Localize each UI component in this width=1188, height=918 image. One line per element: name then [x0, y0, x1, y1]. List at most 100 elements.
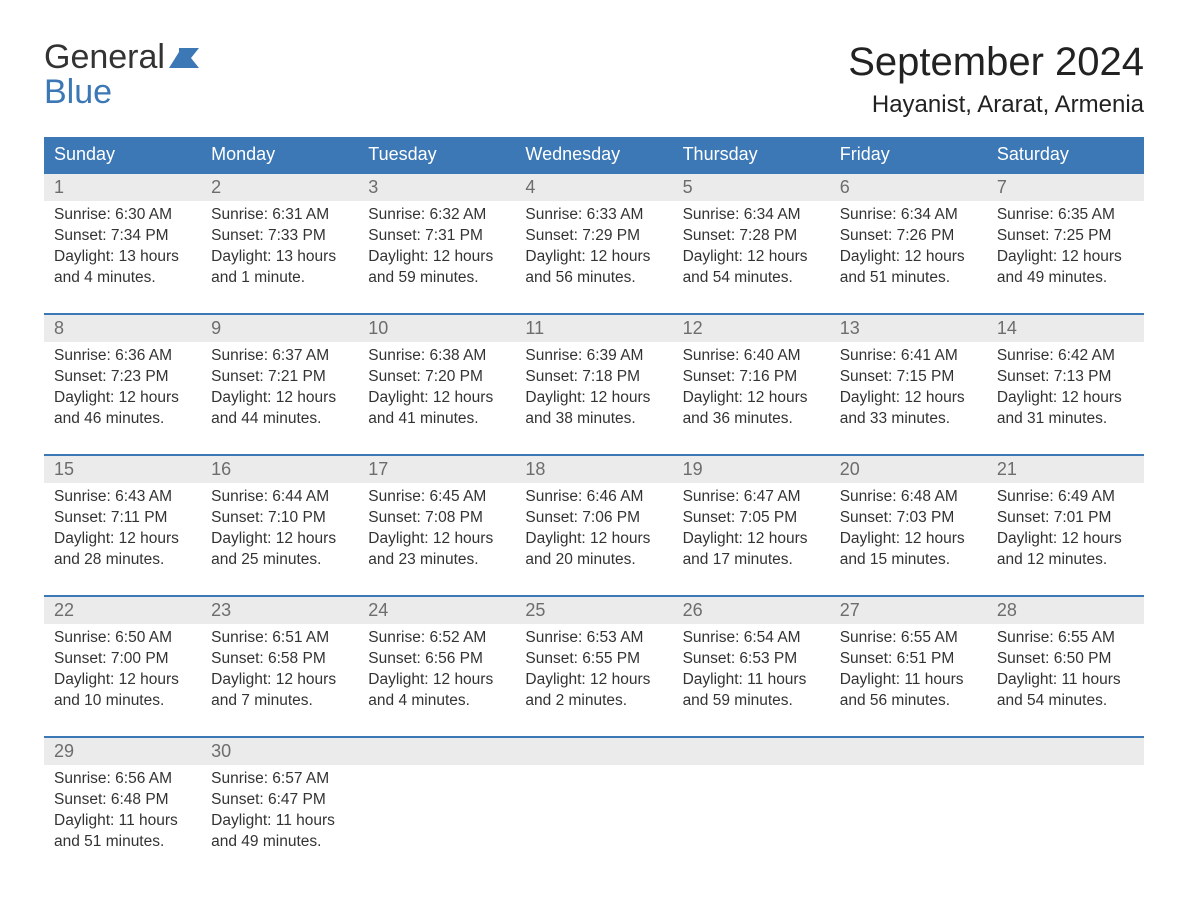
sunset-line: Sunset: 7:18 PM: [525, 367, 662, 388]
sunrise-line: Sunrise: 6:57 AM: [211, 769, 348, 790]
daynum-row: 891011121314: [44, 315, 1144, 342]
sunset-line: Sunset: 7:34 PM: [54, 226, 191, 247]
sunset-line: Sunset: 7:08 PM: [368, 508, 505, 529]
week-row: 2930Sunrise: 6:56 AMSunset: 6:48 PMDayli…: [44, 736, 1144, 875]
sunset-line: Sunset: 6:55 PM: [525, 649, 662, 670]
day-cell: [673, 765, 830, 875]
day-cell: Sunrise: 6:57 AMSunset: 6:47 PMDaylight:…: [201, 765, 358, 875]
daynum-row: 15161718192021: [44, 456, 1144, 483]
sunrise-line: Sunrise: 6:31 AM: [211, 205, 348, 226]
day-cell: Sunrise: 6:31 AMSunset: 7:33 PMDaylight:…: [201, 201, 358, 311]
day-number: 9: [201, 315, 358, 342]
day-number: 12: [673, 315, 830, 342]
day-number: 19: [673, 456, 830, 483]
sunrise-line: Sunrise: 6:35 AM: [997, 205, 1134, 226]
sunrise-line: Sunrise: 6:45 AM: [368, 487, 505, 508]
daylight-line: Daylight: 11 hours and 56 minutes.: [840, 670, 977, 712]
sunset-line: Sunset: 7:25 PM: [997, 226, 1134, 247]
weekday-saturday: Saturday: [987, 137, 1144, 172]
sunrise-line: Sunrise: 6:40 AM: [683, 346, 820, 367]
day-cell: Sunrise: 6:56 AMSunset: 6:48 PMDaylight:…: [44, 765, 201, 875]
sunrise-line: Sunrise: 6:39 AM: [525, 346, 662, 367]
day-number: 28: [987, 597, 1144, 624]
daylight-line: Daylight: 12 hours and 17 minutes.: [683, 529, 820, 571]
sunrise-line: Sunrise: 6:55 AM: [997, 628, 1134, 649]
day-number: 3: [358, 174, 515, 201]
daylight-line: Daylight: 11 hours and 54 minutes.: [997, 670, 1134, 712]
daylight-line: Daylight: 12 hours and 38 minutes.: [525, 388, 662, 430]
daynum-row: 22232425262728: [44, 597, 1144, 624]
day-number: 7: [987, 174, 1144, 201]
daylight-line: Daylight: 12 hours and 49 minutes.: [997, 247, 1134, 289]
sunset-line: Sunset: 7:13 PM: [997, 367, 1134, 388]
day-number: 22: [44, 597, 201, 624]
sunrise-line: Sunrise: 6:32 AM: [368, 205, 505, 226]
daylight-line: Daylight: 13 hours and 1 minute.: [211, 247, 348, 289]
daylight-line: Daylight: 12 hours and 7 minutes.: [211, 670, 348, 712]
day-number: 27: [830, 597, 987, 624]
day-number: 23: [201, 597, 358, 624]
sunset-line: Sunset: 7:20 PM: [368, 367, 505, 388]
sunset-line: Sunset: 7:33 PM: [211, 226, 348, 247]
day-cell: Sunrise: 6:33 AMSunset: 7:29 PMDaylight:…: [515, 201, 672, 311]
day-number: [515, 738, 672, 765]
daylight-line: Daylight: 12 hours and 33 minutes.: [840, 388, 977, 430]
sunset-line: Sunset: 7:16 PM: [683, 367, 820, 388]
day-number: 14: [987, 315, 1144, 342]
header: General Blue September 2024 Hayanist, Ar…: [44, 40, 1144, 119]
logo-word-bottom: Blue: [44, 73, 112, 111]
day-cell: Sunrise: 6:34 AMSunset: 7:28 PMDaylight:…: [673, 201, 830, 311]
daylight-line: Daylight: 12 hours and 23 minutes.: [368, 529, 505, 571]
day-number: 8: [44, 315, 201, 342]
sunset-line: Sunset: 7:06 PM: [525, 508, 662, 529]
day-cell: [830, 765, 987, 875]
sunrise-line: Sunrise: 6:48 AM: [840, 487, 977, 508]
day-cell: Sunrise: 6:42 AMSunset: 7:13 PMDaylight:…: [987, 342, 1144, 452]
sunset-line: Sunset: 7:21 PM: [211, 367, 348, 388]
daylight-line: Daylight: 12 hours and 31 minutes.: [997, 388, 1134, 430]
day-cell: Sunrise: 6:47 AMSunset: 7:05 PMDaylight:…: [673, 483, 830, 593]
sunrise-line: Sunrise: 6:38 AM: [368, 346, 505, 367]
day-number: 5: [673, 174, 830, 201]
sunrise-line: Sunrise: 6:52 AM: [368, 628, 505, 649]
day-cell: Sunrise: 6:51 AMSunset: 6:58 PMDaylight:…: [201, 624, 358, 734]
day-number: 16: [201, 456, 358, 483]
weekday-monday: Monday: [201, 137, 358, 172]
week-row: 15161718192021Sunrise: 6:43 AMSunset: 7:…: [44, 454, 1144, 593]
daylight-line: Daylight: 12 hours and 36 minutes.: [683, 388, 820, 430]
sunrise-line: Sunrise: 6:50 AM: [54, 628, 191, 649]
daylight-line: Daylight: 12 hours and 54 minutes.: [683, 247, 820, 289]
daynum-row: 2930: [44, 738, 1144, 765]
week-row: 22232425262728Sunrise: 6:50 AMSunset: 7:…: [44, 595, 1144, 734]
daylight-line: Daylight: 12 hours and 12 minutes.: [997, 529, 1134, 571]
sunrise-line: Sunrise: 6:46 AM: [525, 487, 662, 508]
daylight-line: Daylight: 11 hours and 49 minutes.: [211, 811, 348, 853]
sunset-line: Sunset: 7:29 PM: [525, 226, 662, 247]
day-number: 30: [201, 738, 358, 765]
sunset-line: Sunset: 6:50 PM: [997, 649, 1134, 670]
weekday-friday: Friday: [830, 137, 987, 172]
day-number: [673, 738, 830, 765]
day-number: 21: [987, 456, 1144, 483]
daylight-line: Daylight: 12 hours and 28 minutes.: [54, 529, 191, 571]
day-cell: Sunrise: 6:55 AMSunset: 6:50 PMDaylight:…: [987, 624, 1144, 734]
sunrise-line: Sunrise: 6:49 AM: [997, 487, 1134, 508]
day-number: 18: [515, 456, 672, 483]
sunrise-line: Sunrise: 6:36 AM: [54, 346, 191, 367]
day-cell: Sunrise: 6:55 AMSunset: 6:51 PMDaylight:…: [830, 624, 987, 734]
day-number: 1: [44, 174, 201, 201]
day-cell: Sunrise: 6:37 AMSunset: 7:21 PMDaylight:…: [201, 342, 358, 452]
sunrise-line: Sunrise: 6:53 AM: [525, 628, 662, 649]
sunset-line: Sunset: 7:28 PM: [683, 226, 820, 247]
day-cell: Sunrise: 6:48 AMSunset: 7:03 PMDaylight:…: [830, 483, 987, 593]
daylight-line: Daylight: 12 hours and 44 minutes.: [211, 388, 348, 430]
sunrise-line: Sunrise: 6:33 AM: [525, 205, 662, 226]
day-number: 20: [830, 456, 987, 483]
day-cell: Sunrise: 6:45 AMSunset: 7:08 PMDaylight:…: [358, 483, 515, 593]
day-cell: Sunrise: 6:38 AMSunset: 7:20 PMDaylight:…: [358, 342, 515, 452]
day-body-row: Sunrise: 6:43 AMSunset: 7:11 PMDaylight:…: [44, 483, 1144, 593]
sunset-line: Sunset: 7:31 PM: [368, 226, 505, 247]
day-number: 13: [830, 315, 987, 342]
daylight-line: Daylight: 12 hours and 25 minutes.: [211, 529, 348, 571]
day-cell: Sunrise: 6:53 AMSunset: 6:55 PMDaylight:…: [515, 624, 672, 734]
